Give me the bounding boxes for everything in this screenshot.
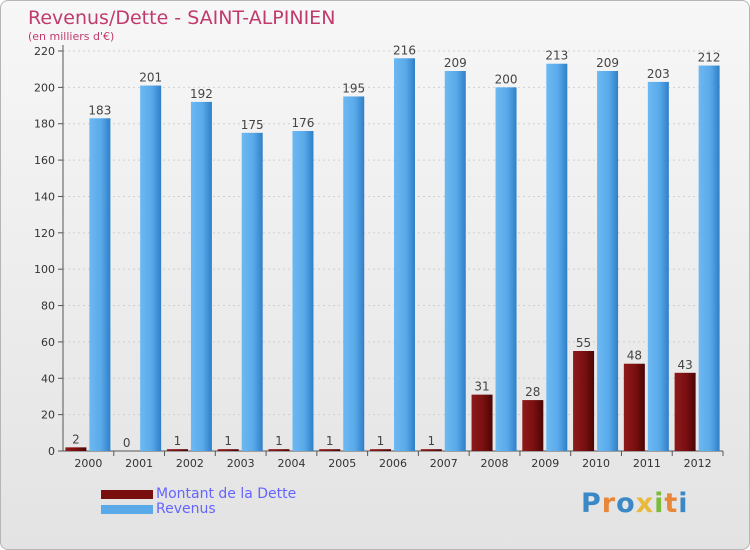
y-tick-label-120: 120 [34,227,55,240]
x-tick-label-2012: 2012 [684,457,712,470]
bar-debt-2008 [471,394,493,451]
data-label-debt-2002: 1 [174,434,182,448]
data-label-debt-2004: 1 [275,434,283,448]
data-label-revenue-2002: 192 [190,87,213,101]
bar-debt-2011 [623,363,645,451]
data-label-revenue-2004: 176 [292,116,315,130]
y-tick-label-140: 140 [34,190,55,203]
logo-letter: P [581,488,602,519]
legend-swatch-debt [101,490,153,499]
data-label-revenue-2000: 183 [88,103,111,117]
bar-revenue-2003 [241,132,263,451]
bar-debt-2000 [65,447,87,451]
bar-revenue-2011 [647,81,669,451]
bar-debt-2002 [166,449,188,451]
x-tick-label-2007: 2007 [430,457,458,470]
y-tick-label-80: 80 [41,300,55,313]
x-tick-label-2006: 2006 [379,457,407,470]
y-tick-label-220: 220 [34,45,55,58]
bar-debt-2003 [217,449,239,451]
y-tick-label-40: 40 [41,372,55,385]
legend-swatch-revenue [101,505,153,514]
x-tick-label-2001: 2001 [125,457,153,470]
y-tick-label-200: 200 [34,81,55,94]
data-label-revenue-2007: 209 [444,56,467,70]
data-label-debt-2000: 2 [72,432,80,446]
chart-subtitle: (en milliers d'€) [28,30,115,43]
data-label-revenue-2008: 200 [495,72,518,86]
data-label-debt-2001: 0 [123,436,131,450]
data-label-revenue-2005: 195 [342,81,365,95]
data-label-revenue-2011: 203 [647,67,670,81]
data-label-debt-2008: 31 [474,380,489,394]
data-label-debt-2009: 28 [525,385,540,399]
legend-label-revenue: Revenus [156,501,216,517]
x-tick-label-2010: 2010 [582,457,610,470]
data-label-revenue-2003: 175 [241,118,264,132]
bar-revenue-2010 [597,71,619,451]
x-tick-label-2004: 2004 [277,457,305,470]
data-label-debt-2006: 1 [377,434,385,448]
x-tick-label-2008: 2008 [481,457,509,470]
chart-title: Revenus/Dette - SAINT-ALPINIEN [28,7,336,29]
bar-revenue-2007 [444,71,466,451]
logo-letter: t [664,488,679,519]
bar-revenue-2006 [394,58,415,451]
y-tick-label-160: 160 [34,154,55,167]
logo-letter: x [635,488,655,519]
bar-debt-2006 [370,449,391,451]
logo-letter: r [601,488,617,519]
bar-debt-2007 [420,449,442,451]
logo-letter: i [654,488,665,519]
bar-debt-2009 [522,400,544,451]
data-label-debt-2005: 1 [326,434,334,448]
y-tick-label-180: 180 [34,118,55,131]
x-tick-label-2009: 2009 [531,457,559,470]
data-label-revenue-2006: 216 [393,43,416,57]
y-tick-label-0: 0 [48,445,55,458]
data-label-debt-2007: 1 [427,434,435,448]
bar-revenue-2000 [89,118,111,451]
y-tick-label-100: 100 [34,263,55,276]
y-tick-label-20: 20 [41,409,55,422]
bar-debt-2012 [674,372,696,451]
data-label-revenue-2012: 212 [698,51,721,65]
x-tick-label-2003: 2003 [227,457,255,470]
data-label-debt-2012: 43 [677,358,692,372]
bar-debt-2004 [268,449,290,451]
logo-letter: o [616,488,636,519]
x-tick-label-2005: 2005 [328,457,356,470]
bar-revenue-2004 [292,131,314,451]
bar-revenue-2008 [495,87,517,451]
data-label-debt-2011: 48 [627,349,642,363]
data-label-revenue-2001: 201 [139,71,162,85]
y-tick-label-60: 60 [41,336,55,349]
data-label-debt-2003: 1 [224,434,232,448]
x-tick-label-2000: 2000 [74,457,102,470]
bar-revenue-2012 [698,65,720,451]
bar-revenue-2001 [140,85,162,451]
data-label-debt-2010: 55 [576,336,591,350]
bar-revenue-2005 [343,96,365,452]
x-tick-label-2011: 2011 [633,457,661,470]
logo-letter: i [678,488,689,519]
data-label-revenue-2009: 213 [545,49,568,63]
bar-debt-2005 [319,449,341,451]
bar-revenue-2002 [190,101,212,451]
data-label-revenue-2010: 209 [596,56,619,70]
bar-debt-2010 [573,351,595,451]
legend-label-debt: Montant de la Dette [156,486,297,502]
proxiti-logo: Proxiti [581,488,689,519]
x-tick-label-2002: 2002 [176,457,204,470]
bar-revenue-2009 [546,63,568,452]
